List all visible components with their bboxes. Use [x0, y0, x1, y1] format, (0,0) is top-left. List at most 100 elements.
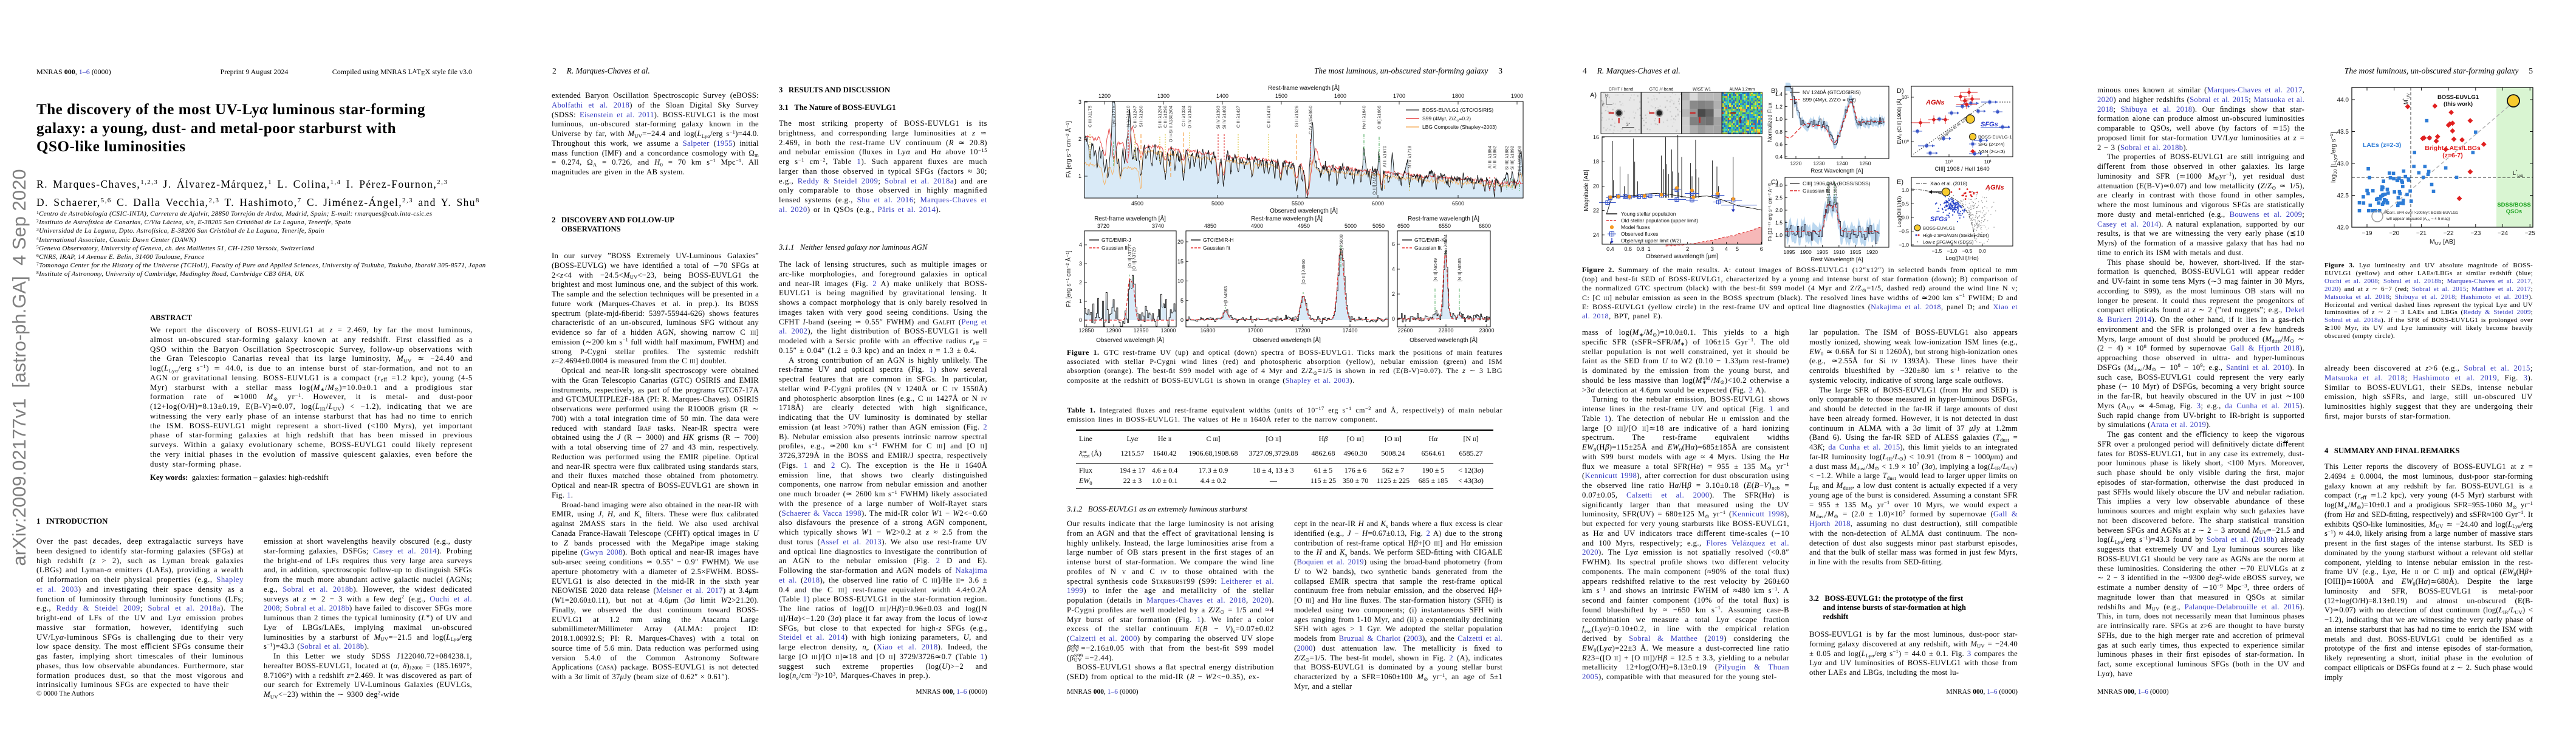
svg-text:5: 5: [1736, 246, 1739, 252]
svg-text:44.0: 44.0: [2337, 97, 2349, 104]
svg-text:17200: 17200: [1295, 327, 1310, 334]
svg-text:−24: −24: [2498, 230, 2508, 237]
svg-text:20: 20: [1593, 183, 1599, 189]
svg-text:Hα λ6564: Hα λ6564: [1443, 234, 1448, 254]
svg-text:−20: −20: [2389, 230, 2399, 237]
svg-text:Observed wavelength [Å]: Observed wavelength [Å]: [1096, 336, 1164, 344]
svg-text:AGNs: AGNs: [1925, 99, 1945, 106]
svg-text:[O II] λ3729: [O II] λ3729: [1131, 247, 1137, 271]
svg-text:Observed wavelength [Å]: Observed wavelength [Å]: [1410, 336, 1478, 344]
svg-text:Hβ λ4863: Hβ λ4863: [1223, 286, 1228, 306]
svg-text:6500: 6500: [1397, 223, 1410, 229]
svg-text:4850: 4850: [1204, 223, 1216, 229]
svg-text:5050: 5050: [1372, 223, 1385, 229]
svg-text:Si II λ1526: Si II λ1526: [1294, 106, 1300, 127]
svg-text:2: 2: [1686, 246, 1689, 252]
svg-text:43.5: 43.5: [2337, 129, 2349, 135]
svg-text:0.6: 0.6: [1625, 246, 1632, 252]
svg-text:Log([OIII]/Hβ): Log([OIII]/Hβ): [1896, 196, 1902, 228]
svg-text:24: 24: [1593, 232, 1599, 238]
svg-text:0.8: 0.8: [1775, 129, 1783, 135]
svg-text:Gaussian fit: Gaussian fit: [1203, 245, 1231, 251]
svg-text:Si IV λ1402: Si IV λ1402: [1222, 106, 1227, 129]
svg-text:[CIII] 1906Å: [CIII] 1906Å: [1826, 183, 1831, 206]
svg-text:13000: 13000: [1160, 327, 1176, 334]
svg-text:ALMA 1.2mm: ALMA 1.2mm: [1729, 87, 1755, 92]
svg-text:2.5: 2.5: [1775, 195, 1783, 201]
svg-text:SFG (2<z<4): SFG (2<z<4): [1978, 142, 2005, 147]
svg-text:C III λ1175: C III λ1175: [1088, 106, 1093, 128]
svg-text:Xiao et al. (2018): Xiao et al. (2018): [1930, 181, 1967, 187]
svg-text:17000: 17000: [1247, 327, 1262, 334]
svg-text:10⁰: 10⁰: [1945, 159, 1953, 165]
svg-text:High-z SFG/AGN (Steidel+2014): High-z SFG/AGN (Steidel+2014): [1923, 233, 1989, 238]
svg-text:20: 20: [1177, 239, 1184, 245]
svg-text:[N II] λ6585: [N II] λ6585: [1457, 258, 1462, 281]
svg-text:1220: 1220: [1790, 160, 1802, 166]
svg-text:BOSS-EUVLG1 (GTC/OSIRIS): BOSS-EUVLG1 (GTC/OSIRIS): [1422, 107, 1493, 113]
svg-text:CIII] 1908Å: CIII] 1908Å: [1832, 183, 1838, 205]
svg-text:[O III] λ4960: [O III] λ4960: [1301, 259, 1306, 284]
svg-text:1700: 1700: [1393, 93, 1405, 99]
svg-text:10¹: 10¹: [1902, 94, 1909, 100]
svg-text:1900: 1900: [1800, 249, 1812, 255]
svg-text:EW₀ (CIII] 1908) [Å]: EW₀ (CIII] 1908) [Å]: [1896, 99, 1902, 145]
svg-text:−1.5: −1.5: [1932, 248, 1942, 254]
svg-text:Si III] λ1892: Si III] λ1892: [1510, 146, 1515, 170]
svg-text:BOSS-EUVLG1: BOSS-EUVLG1: [2437, 94, 2479, 101]
svg-text:1.0: 1.0: [1902, 187, 1909, 193]
svg-text:43.0: 43.0: [2337, 161, 2349, 168]
svg-text:5: 5: [1180, 298, 1184, 304]
svg-text:3.0: 3.0: [1775, 182, 1783, 188]
svg-text:−25: −25: [2525, 230, 2535, 237]
svg-text:17400: 17400: [1342, 327, 1357, 334]
svg-text:Si IV λ1393: Si IV λ1393: [1216, 106, 1221, 129]
svg-text:E): E): [1897, 179, 1903, 186]
svg-text:−21: −21: [2416, 230, 2427, 237]
svg-text:Fλ [erg s⁻¹ cm⁻² Å⁻¹]: Fλ [erg s⁻¹ cm⁻² Å⁻¹]: [1064, 121, 1072, 177]
svg-text:0: 0: [1392, 316, 1395, 322]
svg-text:5000: 5000: [1211, 200, 1224, 207]
svg-text:Observed fluxes: Observed fluxes: [1621, 231, 1658, 237]
svg-text:He II λ1640: He II λ1640: [1362, 106, 1367, 129]
svg-text:3: 3: [1079, 261, 1082, 267]
svg-text:CIII] 1906,08Å (BOSS/SDSS): CIII] 1906,08Å (BOSS/SDSS): [1803, 180, 1871, 187]
svg-text:Model fluxes: Model fluxes: [1621, 224, 1650, 230]
svg-text:C III λ1296: C III λ1296: [1163, 106, 1168, 128]
svg-text:3720: 3720: [1097, 223, 1109, 229]
svg-text:1500: 1500: [1275, 93, 1287, 99]
svg-text:−23: −23: [2470, 230, 2481, 237]
svg-text:Rest-frame wavelength [Å]: Rest-frame wavelength [Å]: [1251, 214, 1323, 222]
svg-text:LBG Composite (Shapley+2003): LBG Composite (Shapley+2003): [1422, 124, 1497, 130]
svg-text:BOSS-EUVLG-1: BOSS-EUVLG-1: [1978, 134, 2012, 140]
svg-text:1230: 1230: [1814, 160, 1825, 166]
svg-text:−22: −22: [2444, 230, 2454, 237]
svg-text:Al II λ1670: Al II λ1670: [1382, 146, 1388, 167]
svg-text:6000: 6000: [1372, 200, 1384, 207]
svg-text:0.4: 0.4: [1606, 246, 1614, 252]
svg-text:Observed upper limit (W2): Observed upper limit (W2): [1621, 238, 1681, 244]
svg-text:12900: 12900: [1106, 327, 1121, 334]
svg-text:1910: 1910: [1833, 249, 1845, 255]
svg-text:0: 0: [1079, 317, 1082, 323]
svg-text:1905: 1905: [1817, 249, 1828, 255]
svg-text:−1.0: −1.0: [1947, 248, 1958, 254]
svg-text:GTC/EMIR-J: GTC/EMIR-J: [1101, 237, 1131, 243]
svg-text:Al III λ1854: Al III λ1854: [1487, 146, 1493, 169]
svg-text:[O II] λ3727: [O II] λ3727: [1127, 244, 1132, 268]
svg-text:O III] λ1666: O III] λ1666: [1377, 106, 1382, 129]
svg-text:log10 [LLyα/erg s−1]: log10 [LLyα/erg s−1]: [2329, 132, 2338, 183]
svg-text:SFGs: SFGs: [1930, 216, 1948, 223]
svg-text:10⁰: 10⁰: [1901, 139, 1909, 145]
svg-text:Gaussian fit: Gaussian fit: [1414, 245, 1442, 251]
svg-text:C III λ1247: C III λ1247: [1132, 106, 1138, 128]
svg-text:2.0: 2.0: [1775, 207, 1783, 213]
svg-text:[N II] λ6549: [N II] λ6549: [1433, 258, 1438, 281]
svg-text:B): B): [1771, 87, 1778, 95]
svg-text:D): D): [1897, 87, 1904, 95]
svg-text:1300: 1300: [1157, 93, 1170, 99]
svg-text:Si III λ1294: Si III λ1294: [1157, 106, 1163, 129]
svg-text:E: E: [1602, 104, 1605, 108]
svg-text:Rest Wavelength [A]: Rest Wavelength [A]: [1810, 256, 1863, 263]
svg-text:23000: 23000: [1479, 327, 1494, 334]
